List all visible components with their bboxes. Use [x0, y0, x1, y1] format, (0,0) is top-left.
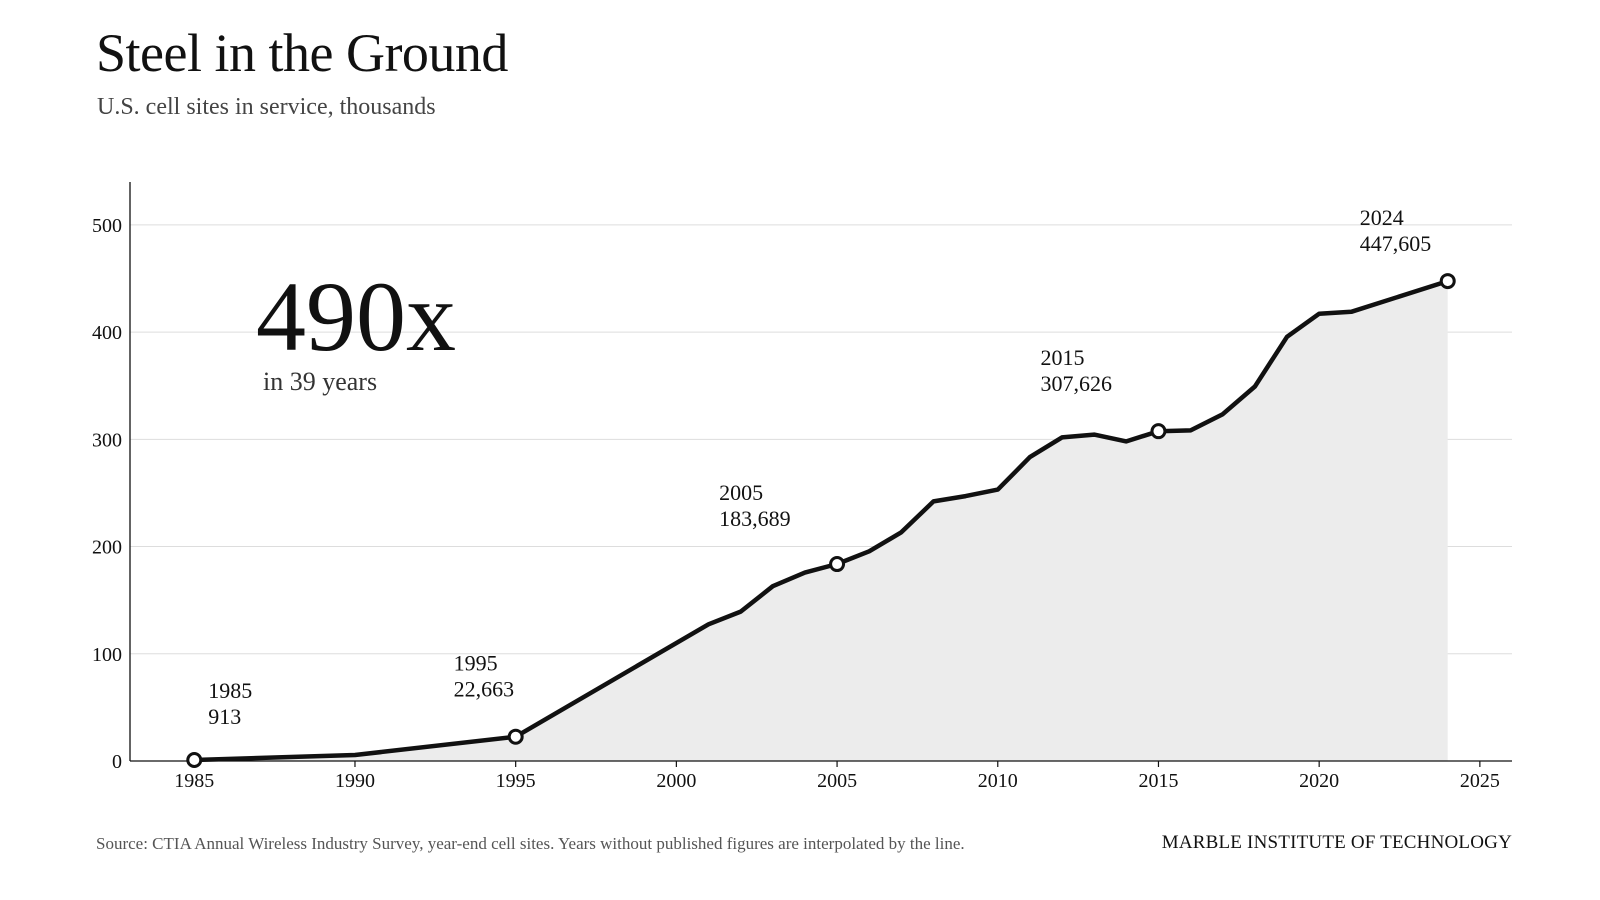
callout-value: 490x	[256, 261, 456, 372]
chart-title: Steel in the Ground	[96, 23, 508, 83]
series-line	[192, 278, 1450, 763]
data-markers	[186, 273, 1456, 769]
data-point-2015	[1150, 423, 1167, 440]
data-label-value-1995: 22,663	[454, 677, 515, 702]
data-label-year-1995: 1995	[454, 651, 498, 676]
y-tick-label-100: 100	[92, 644, 122, 666]
y-tick-label-500: 500	[92, 215, 122, 237]
x-tick-label-2020: 2020	[1299, 770, 1339, 792]
y-tick-label-0: 0	[112, 751, 122, 773]
y-tick-label-300: 300	[92, 429, 122, 451]
area-fill	[194, 281, 1448, 761]
data-label-value-2024: 447,605	[1360, 231, 1432, 256]
x-tick-label-2010: 2010	[978, 770, 1018, 792]
data-label-value-2015: 307,626	[1040, 371, 1112, 396]
data-label-year-2005: 2005	[719, 480, 763, 505]
brand-name: MARBLE INSTITUTE OF TECHNOLOGY	[1161, 832, 1512, 853]
data-point-2005	[829, 556, 846, 573]
x-tick-label-1995: 1995	[496, 770, 536, 792]
x-tick-label-2025: 2025	[1460, 770, 1500, 792]
x-tick-label-1985: 1985	[174, 770, 214, 792]
data-label-value-2005: 183,689	[719, 506, 791, 531]
y-tick-label-400: 400	[92, 322, 122, 344]
callout: 490x in 39 years	[256, 261, 456, 396]
x-tick-label-2015: 2015	[1138, 770, 1178, 792]
source-note: Source: CTIA Annual Wireless Industry Su…	[96, 834, 965, 853]
callout-caption: in 39 years	[263, 367, 377, 396]
data-label-year-1985: 1985	[208, 678, 252, 703]
x-tick-label-2005: 2005	[817, 770, 857, 792]
x-tick-label-1990: 1990	[335, 770, 375, 792]
data-point-1995	[507, 728, 524, 745]
data-point-1985	[186, 752, 203, 769]
x-tick-label-2000: 2000	[656, 770, 696, 792]
y-tick-label-200: 200	[92, 537, 122, 559]
data-label-value-1985: 913	[208, 704, 241, 729]
data-label-year-2024: 2024	[1360, 205, 1404, 230]
axes: 0 100 200 300 400 500 1985 1990 1995 2000 2005 2010…	[92, 182, 1512, 792]
data-point-2024	[1439, 273, 1456, 290]
data-label-year-2015: 2015	[1040, 345, 1084, 370]
chart-subtitle: U.S. cell sites in service, thousands	[97, 94, 436, 120]
